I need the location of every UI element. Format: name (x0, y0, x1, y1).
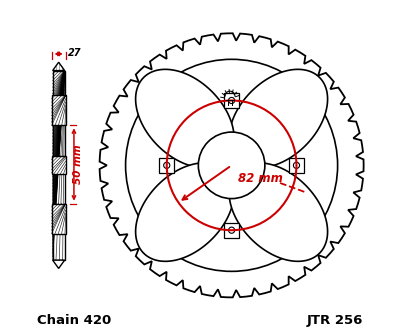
Circle shape (228, 98, 235, 104)
Text: Chain 420: Chain 420 (37, 314, 111, 327)
Bar (53, 70, 65, 260)
Bar (52, 156, 66, 174)
Circle shape (126, 59, 338, 271)
Polygon shape (229, 163, 328, 261)
Circle shape (198, 132, 265, 199)
Polygon shape (53, 62, 65, 70)
Polygon shape (136, 69, 234, 168)
Bar (224, 223, 239, 237)
Text: 82 mm: 82 mm (238, 172, 283, 185)
Polygon shape (136, 163, 234, 261)
Text: 27: 27 (68, 48, 82, 58)
Circle shape (164, 162, 170, 168)
Bar (160, 158, 174, 173)
Polygon shape (100, 33, 364, 297)
Circle shape (293, 162, 300, 168)
Circle shape (228, 227, 235, 233)
Text: 50 mm: 50 mm (73, 145, 83, 184)
Bar (52, 96, 66, 126)
Text: JTR 256: JTR 256 (307, 314, 363, 327)
Bar (52, 204, 66, 233)
Bar (224, 93, 239, 108)
Polygon shape (229, 69, 328, 168)
Bar (289, 158, 304, 173)
Polygon shape (53, 260, 65, 269)
